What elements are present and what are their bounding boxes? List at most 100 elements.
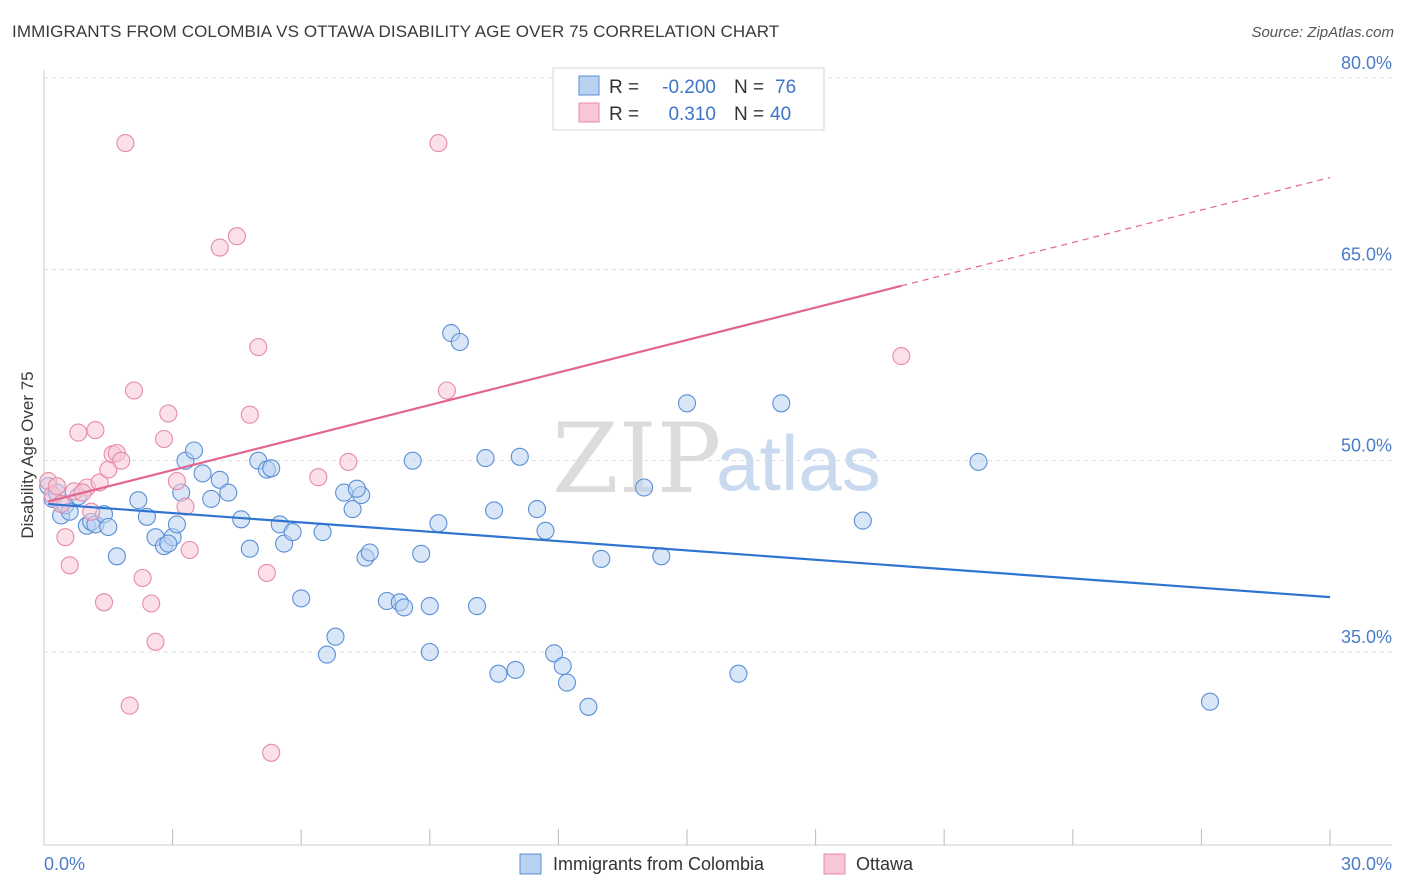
legend-label-colombia: Immigrants from Colombia: [553, 854, 765, 874]
data-point-colombia: [326, 627, 345, 646]
stats-n-label-blue: N =: [734, 77, 764, 98]
y-tick-label-65: 65.0%: [1341, 244, 1392, 264]
data-point-colombia: [729, 664, 748, 683]
data-point-colombia: [557, 673, 577, 692]
stats-swatch-blue: [578, 75, 600, 96]
legend-swatch-ottawa: [823, 853, 846, 875]
stats-r-value-blue: -0.200: [662, 77, 716, 98]
data-point-ottawa: [249, 338, 268, 357]
data-point-colombia: [240, 539, 259, 558]
y-tick-label-35: 35.0%: [1341, 627, 1392, 647]
data-point-colombia: [1200, 692, 1220, 711]
data-point-ottawa: [120, 696, 139, 715]
data-point-colombia: [129, 491, 148, 510]
y-tick-labels: 35.0% 50.0% 65.0% 80.0%: [1341, 53, 1392, 647]
data-point-ottawa: [124, 381, 144, 400]
data-point-colombia: [527, 500, 547, 519]
stats-n-value-blue: 76: [775, 77, 796, 98]
data-point-colombia: [292, 589, 311, 608]
data-point-ottawa: [56, 528, 75, 547]
stats-r-label-blue: R =: [609, 77, 639, 98]
data-point-colombia: [412, 544, 431, 563]
data-point-colombia: [99, 517, 118, 537]
data-point-ottawa: [892, 347, 911, 366]
data-point-colombia: [193, 464, 212, 483]
y-tick-label-50: 50.0%: [1341, 436, 1392, 456]
data-point-colombia: [429, 514, 448, 533]
stats-n-value-pink: 40: [770, 104, 791, 125]
data-point-colombia: [360, 543, 379, 562]
stats-r-value-pink: 0.310: [668, 104, 716, 125]
source-note: Source: ZipAtlas.com: [1251, 24, 1394, 41]
trend-line-colombia: [48, 502, 1331, 599]
data-point-ottawa: [262, 743, 281, 762]
data-point-colombia: [210, 470, 229, 489]
data-point-ottawa: [146, 632, 165, 651]
stats-box: R = -0.200 N = 76 R = 0.310 N = 40: [552, 67, 825, 131]
data-point-colombia: [107, 547, 126, 566]
data-point-colombia: [420, 597, 439, 616]
data-point-colombia: [262, 459, 281, 478]
data-point-ottawa: [116, 134, 135, 153]
data-point-colombia: [283, 523, 302, 542]
data-point-colombia: [677, 394, 697, 413]
data-point-colombia: [343, 500, 362, 519]
data-point-colombia: [489, 664, 508, 683]
data-point-ottawa: [309, 468, 328, 487]
data-point-ottawa: [437, 381, 456, 400]
data-point-colombia: [579, 697, 598, 716]
data-point-colombia: [347, 479, 366, 498]
data-point-colombia: [159, 534, 178, 553]
stats-r-label-pink: R =: [609, 104, 639, 125]
data-point-ottawa: [133, 568, 152, 588]
data-point-colombia: [652, 547, 671, 566]
watermark-zip: ZIP: [552, 403, 721, 515]
data-point-colombia: [450, 332, 469, 352]
data-point-ottawa: [60, 556, 79, 575]
stats-swatch-pink: [578, 102, 600, 123]
data-point-ottawa: [429, 134, 448, 153]
data-point-colombia: [467, 597, 487, 616]
data-point-ottawa: [159, 404, 178, 423]
data-point-ottawa: [180, 540, 199, 560]
data-point-colombia: [403, 451, 422, 470]
axes: [43, 70, 1392, 846]
data-point-colombia: [853, 511, 872, 530]
series-colombia: [39, 324, 1220, 716]
data-point-colombia: [545, 644, 564, 663]
data-point-ottawa: [154, 429, 174, 449]
data-point-colombia: [317, 645, 336, 664]
data-point-ottawa: [339, 452, 358, 471]
data-point-ottawa: [227, 227, 246, 246]
data-point-ottawa: [112, 451, 131, 470]
data-point-colombia: [420, 642, 439, 662]
data-point-colombia: [772, 394, 791, 413]
grid-lines: [44, 77, 1392, 653]
legend-label-ottawa: Ottawa: [856, 854, 914, 874]
data-point-colombia: [553, 656, 572, 676]
data-point-colombia: [167, 515, 186, 534]
y-axis-label: Disability Age Over 75: [18, 371, 37, 538]
data-point-ottawa: [142, 594, 161, 613]
data-point-colombia: [202, 489, 221, 508]
watermark-atlas: atlas: [716, 419, 881, 507]
chart-title: IMMIGRANTS FROM COLOMBIA VS OTTAWA DISAB…: [12, 22, 780, 41]
data-point-colombia: [184, 441, 204, 460]
y-tick-label-80: 80.0%: [1341, 53, 1392, 73]
trend-line-ottawa-extension: [901, 176, 1331, 287]
x-tick-label-min: 0.0%: [44, 854, 85, 874]
legend: Immigrants from Colombia Ottawa: [519, 853, 914, 875]
stats-n-label-pink: N =: [734, 104, 764, 125]
data-point-colombia: [635, 478, 654, 497]
data-point-colombia: [219, 483, 238, 502]
data-point-colombia: [510, 447, 529, 466]
data-point-colombia: [395, 598, 414, 617]
data-point-colombia: [969, 452, 988, 471]
data-point-colombia: [485, 501, 504, 520]
trend-lines: [48, 176, 1331, 599]
data-point-colombia: [476, 449, 495, 468]
x-tick-marks: [172, 829, 1331, 845]
data-point-ottawa: [94, 593, 114, 612]
x-tick-label-max: 30.0%: [1341, 854, 1392, 874]
